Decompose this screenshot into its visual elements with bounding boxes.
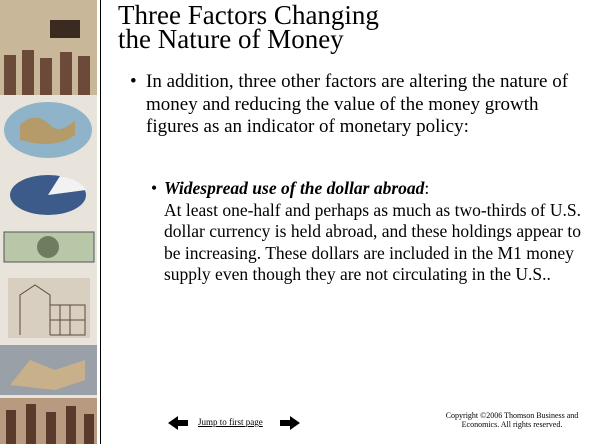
title-line: the Nature of Money bbox=[118, 27, 379, 51]
bullet: In addition, three other factors are alt… bbox=[146, 71, 578, 139]
sidebar-art bbox=[0, 0, 97, 444]
next-arrow-shape bbox=[280, 416, 300, 430]
slide-title: Three Factors Changing the Nature of Mon… bbox=[118, 3, 379, 51]
term-suffix: : bbox=[424, 178, 429, 198]
term: Widespread use of the dollar abroad bbox=[164, 178, 424, 198]
jump-link[interactable]: Jump to first page bbox=[198, 417, 263, 427]
prev-arrow-shape bbox=[168, 416, 188, 430]
sub-bullet: Widespread use of the dollar abroad: At … bbox=[164, 178, 582, 286]
copyright: Copyright ©2006 Thomson Business and Eco… bbox=[438, 411, 586, 429]
slide: Three Factors Changing the Nature of Mon… bbox=[0, 0, 591, 444]
next-arrow[interactable] bbox=[280, 416, 304, 430]
sub-bullet-text: At least one-half and perhaps as much as… bbox=[164, 200, 582, 286]
bull-figure bbox=[50, 20, 80, 38]
prev-arrow[interactable] bbox=[168, 416, 192, 430]
banknote-portrait bbox=[37, 236, 59, 258]
divider bbox=[100, 0, 101, 444]
